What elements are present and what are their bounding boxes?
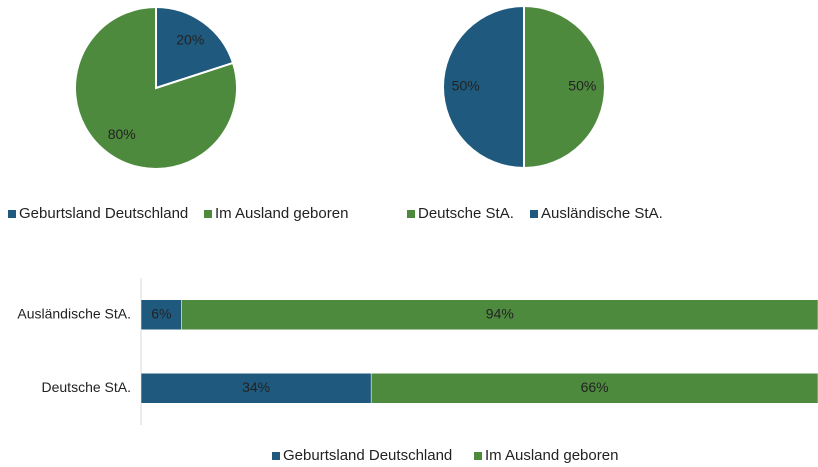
legend-label: Im Ausland geboren (215, 205, 348, 222)
pie-slice (523, 4, 606, 170)
data-label: 34% (242, 379, 270, 395)
legend-label: Geburtsland Deutschland (283, 447, 452, 464)
data-label: 50% (452, 78, 480, 94)
pie-slice (155, 5, 235, 90)
legend-label: Geburtsland Deutschland (19, 205, 188, 222)
legend-label: Ausländische StA. (541, 205, 663, 222)
legend-label: Deutsche StA. (418, 205, 514, 222)
legend-swatch (407, 210, 415, 218)
bar-segment (140, 299, 182, 330)
data-label: 80% (108, 126, 136, 142)
pie-slice (74, 5, 238, 170)
data-label: 66% (581, 379, 609, 395)
legend-swatch (474, 452, 482, 460)
bar-segment (370, 373, 818, 404)
bar-segment (181, 299, 818, 330)
legend-label: Im Ausland geboren (485, 447, 618, 464)
legend-swatch (530, 210, 538, 218)
legend-swatch (204, 210, 212, 218)
pie-slice (442, 4, 525, 170)
data-label: 6% (151, 305, 171, 321)
data-label: 50% (568, 78, 596, 94)
y-tick-label: Ausländische StA. (17, 305, 131, 321)
data-label: 20% (176, 32, 204, 48)
y-tick-label: Deutsche StA. (42, 379, 132, 395)
legend-swatch (272, 452, 280, 460)
legend-swatch (8, 210, 16, 218)
data-label: 94% (486, 305, 514, 321)
